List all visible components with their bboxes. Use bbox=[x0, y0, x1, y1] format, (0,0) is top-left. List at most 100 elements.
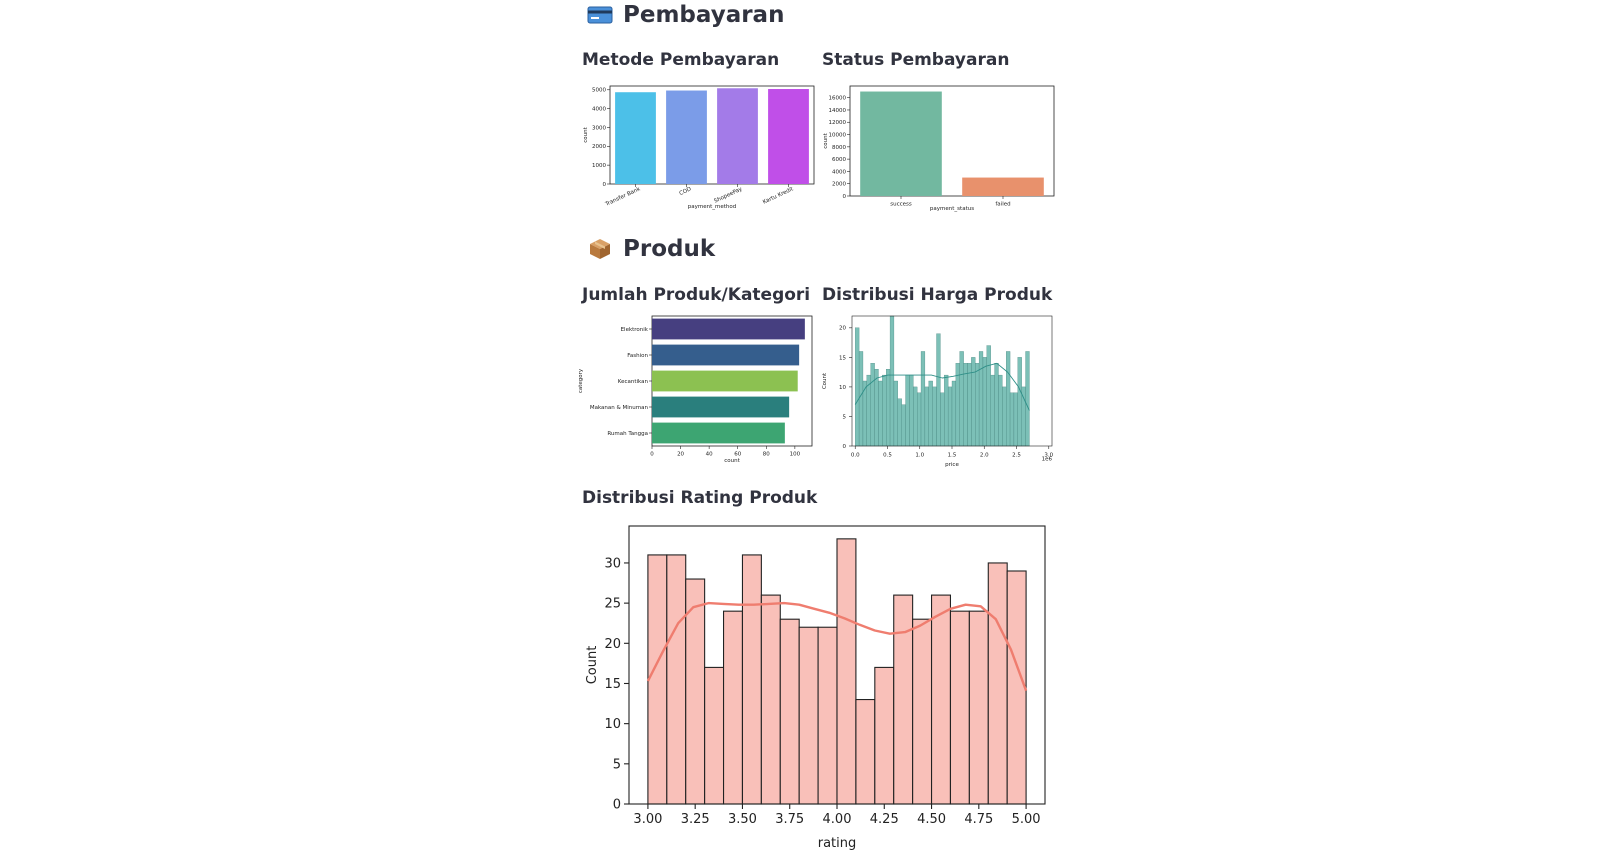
histogram-bar bbox=[722, 610, 744, 805]
histogram-bar bbox=[647, 554, 668, 805]
histogram-bar bbox=[986, 345, 991, 447]
chart-payment-status: 0 2000 4000 6000 8000 10000 12000 14000 16000 suc… bbox=[822, 78, 1055, 218]
x-tick-label: 1.5 bbox=[948, 453, 957, 459]
credit-card-icon bbox=[587, 2, 613, 28]
histogram-bar bbox=[913, 386, 918, 447]
y-tick-label: 15 bbox=[839, 355, 846, 361]
bar bbox=[652, 344, 800, 366]
histogram-bar bbox=[1013, 392, 1018, 447]
y-axis-label: category bbox=[578, 368, 584, 393]
histogram-bar bbox=[920, 351, 926, 447]
y-tick-label: 5000 bbox=[592, 88, 606, 94]
x-tick-label: 60 bbox=[734, 452, 741, 458]
histogram-bar bbox=[878, 380, 883, 447]
x-tick-label: success bbox=[890, 202, 912, 208]
y-tick-label: Fashion bbox=[627, 353, 648, 359]
y-tick-label: 30 bbox=[604, 557, 621, 572]
histogram-bar bbox=[982, 357, 987, 447]
bar bbox=[666, 90, 707, 184]
histogram-bar bbox=[978, 351, 984, 447]
histogram-bar bbox=[897, 398, 902, 447]
y-tick-label: 20 bbox=[604, 637, 621, 652]
x-tick-label: 100 bbox=[790, 452, 801, 458]
chart-title-payment-status: Status Pembayaran bbox=[822, 50, 1010, 70]
x-axis-label: price bbox=[945, 462, 959, 468]
y-tick-label: 10000 bbox=[829, 132, 847, 138]
x-tick-label: 40 bbox=[706, 452, 713, 458]
x-tick-label: 20 bbox=[677, 452, 684, 458]
histogram-bar bbox=[882, 374, 887, 447]
y-axis-label: count bbox=[583, 126, 589, 142]
histogram-bar bbox=[912, 618, 933, 805]
x-tick-label: 2.5 bbox=[1012, 453, 1021, 459]
histogram-bar bbox=[998, 374, 1003, 447]
histogram-bar bbox=[870, 363, 875, 447]
chart-title-category: Jumlah Produk/Kategori bbox=[582, 285, 811, 305]
histogram-bar bbox=[947, 386, 953, 447]
histogram-bar bbox=[798, 626, 819, 805]
histogram-bar bbox=[874, 666, 895, 805]
x-tick-label: 4.00 bbox=[823, 812, 852, 827]
x-tick-label: 0 bbox=[650, 452, 654, 458]
histogram-bar bbox=[1009, 392, 1015, 447]
x-tick-label: 0.5 bbox=[883, 453, 892, 459]
histogram-bar bbox=[874, 369, 879, 447]
y-tick-label: 16000 bbox=[829, 96, 847, 102]
histogram-bar bbox=[901, 404, 906, 447]
bar bbox=[768, 89, 809, 184]
y-tick-label: Kecantikan bbox=[618, 379, 649, 385]
x-tick-label: 2.0 bbox=[980, 453, 989, 459]
bar bbox=[962, 177, 1044, 196]
bar bbox=[615, 92, 656, 184]
y-tick-label: 5 bbox=[613, 757, 621, 772]
histogram-bar bbox=[1006, 570, 1027, 805]
histogram-bar bbox=[917, 392, 922, 447]
histogram-bar bbox=[987, 562, 1008, 805]
chart-payment-method: 0 1000 2000 3000 4000 5000 Transfer Bank COD Sho… bbox=[582, 78, 815, 218]
x-tick-label: 80 bbox=[763, 452, 770, 458]
y-tick-label: 15 bbox=[604, 677, 621, 692]
histogram-bar bbox=[936, 333, 941, 447]
histogram-bar bbox=[971, 357, 976, 447]
y-tick-label: 0 bbox=[613, 798, 621, 813]
x-tick-label: 3.50 bbox=[728, 812, 757, 827]
bar bbox=[860, 91, 942, 196]
histogram-bar bbox=[855, 698, 876, 805]
y-tick-label: 3000 bbox=[592, 125, 606, 131]
histogram-bar bbox=[1006, 351, 1011, 447]
histogram-bar bbox=[893, 594, 914, 805]
kde-line bbox=[646, 601, 1028, 692]
y-tick-label: 2000 bbox=[592, 144, 606, 150]
x-tick-label: Kartu Kredit bbox=[762, 186, 795, 206]
package-icon bbox=[587, 236, 613, 262]
x-axis-label: payment_method bbox=[688, 204, 737, 210]
histogram-bar bbox=[886, 369, 891, 447]
x-tick-label: failed bbox=[995, 202, 1010, 208]
x-tick-label: 5.00 bbox=[1012, 812, 1041, 827]
y-tick-label: 0 bbox=[843, 444, 847, 450]
chart-category: Elektronik Fashion Kecantikan Makanan & Min… bbox=[578, 315, 813, 466]
y-tick-label: 2000 bbox=[832, 182, 846, 188]
histogram-bar bbox=[994, 363, 999, 447]
chart-rating: 0 5 10 15 20 25 30 3.00 3.25 3.50 3.75 4.00 4.25 4.50… bbox=[582, 516, 1052, 852]
histogram-bar bbox=[704, 666, 725, 805]
bar bbox=[652, 422, 785, 444]
y-tick-label: 8000 bbox=[832, 145, 846, 151]
histogram-bar bbox=[940, 392, 945, 447]
histogram-bar bbox=[930, 594, 952, 805]
histogram-bar bbox=[975, 363, 980, 447]
y-tick-label: Makanan & Minuman bbox=[590, 405, 649, 411]
histogram-bar bbox=[760, 594, 781, 805]
histogram-bar bbox=[1002, 386, 1007, 447]
histogram-bar bbox=[1025, 351, 1030, 447]
y-tick-label: 10 bbox=[839, 385, 846, 391]
histogram-bar bbox=[855, 327, 860, 447]
x-tick-label: 4.50 bbox=[917, 812, 946, 827]
histogram-bar bbox=[909, 374, 914, 447]
y-tick-label: 4000 bbox=[832, 169, 846, 175]
bar bbox=[652, 318, 805, 340]
histogram-bar bbox=[949, 610, 970, 805]
x-tick-label: 4.25 bbox=[870, 812, 899, 827]
section-header-pembayaran: Pembayaran bbox=[587, 2, 784, 28]
y-axis-label: Count bbox=[585, 646, 600, 685]
